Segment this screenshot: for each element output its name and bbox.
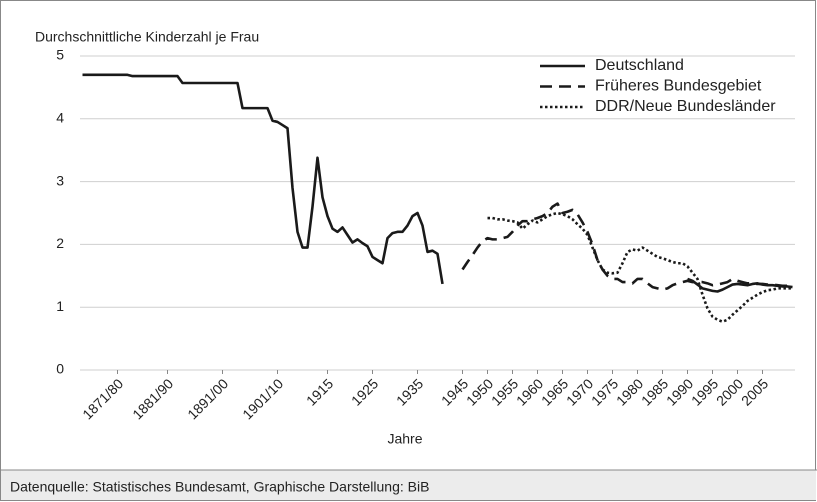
legend-label: DDR/Neue Bundesländer	[595, 98, 776, 115]
legend-label: Deutschland	[595, 57, 684, 74]
y-tick-label: 2	[56, 235, 64, 251]
y-tick-label: 5	[56, 47, 64, 63]
y-axis-label: Durchschnittliche Kinderzahl je Frau	[35, 29, 259, 45]
series-line	[461, 202, 793, 291]
footer-band	[1, 470, 816, 500]
legend-label: Früheres Bundesgebiet	[595, 78, 762, 95]
y-tick-label: 4	[56, 110, 64, 126]
source-note: Datenquelle: Statistisches Bundesamt, Gr…	[10, 479, 429, 495]
y-tick-label: 1	[56, 298, 64, 314]
y-tick-label: 0	[56, 361, 64, 377]
y-tick-label: 3	[56, 172, 64, 188]
x-axis-label: Jahre	[387, 431, 422, 447]
